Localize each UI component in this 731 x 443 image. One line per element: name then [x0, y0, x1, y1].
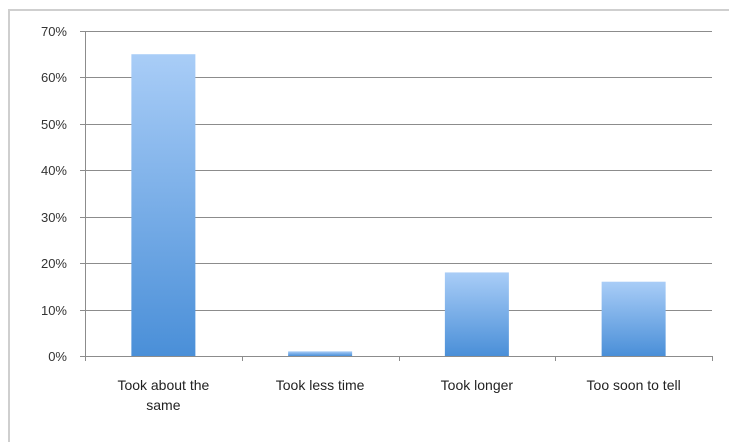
y-tick-label: 40%	[41, 163, 67, 178]
chart-frame	[8, 9, 729, 442]
x-category-label: same	[146, 397, 180, 413]
x-category-label: Too soon to tell	[587, 377, 681, 393]
x-category-label: Took about the	[117, 377, 209, 393]
bar	[601, 281, 666, 356]
axes	[85, 31, 713, 361]
y-tick-label: 10%	[41, 303, 67, 318]
x-category-label: Took longer	[441, 377, 514, 393]
y-tick-label: 60%	[41, 70, 67, 85]
x-category-label: Took less time	[276, 377, 365, 393]
y-tick-label: 30%	[41, 210, 67, 225]
y-tick-label: 70%	[41, 24, 67, 39]
y-axis-ticks: 0% 10% 20% 30% 40% 50% 60% 70%	[41, 24, 85, 364]
bars	[131, 54, 666, 356]
bar	[288, 351, 353, 356]
bar	[444, 272, 509, 356]
y-tick-label: 20%	[41, 256, 67, 271]
bar	[131, 54, 196, 356]
x-axis-labels: Took about the same Took less time Took lon…	[117, 377, 680, 413]
y-tick-label: 50%	[41, 117, 67, 132]
y-tick-label: 0%	[48, 349, 67, 364]
